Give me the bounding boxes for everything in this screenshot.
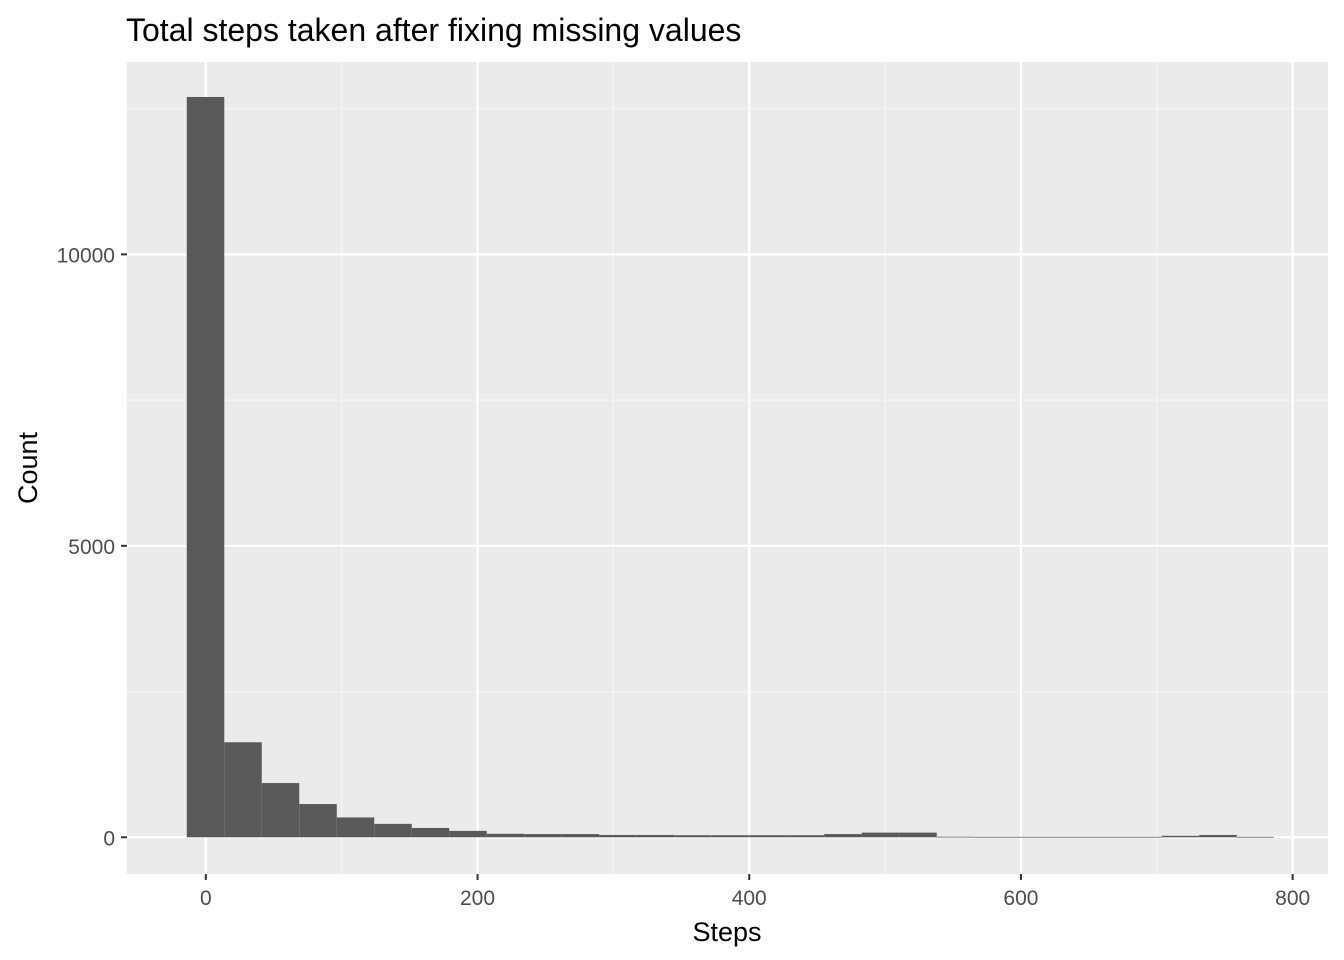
histogram-bar <box>224 742 262 838</box>
histogram-bar <box>1049 836 1087 838</box>
x-tick-label: 0 <box>200 887 212 910</box>
chart-title: Total steps taken after fixing missing v… <box>126 12 741 48</box>
histogram-bar <box>1199 834 1237 838</box>
x-tick-label: 400 <box>732 887 767 910</box>
histogram-bar <box>599 834 637 838</box>
histogram-bar <box>824 834 862 838</box>
minor-gridlines <box>127 62 1328 874</box>
histogram-bar <box>336 817 375 838</box>
histogram-bar <box>411 827 450 838</box>
y-axis-title: Count <box>13 431 43 504</box>
histogram-bar <box>1161 835 1200 838</box>
histogram-bar <box>1086 836 1125 838</box>
y-tick-label: 10000 <box>57 244 115 267</box>
histogram-bar <box>711 835 750 838</box>
histogram-bar <box>261 783 300 838</box>
tick-labels: 0 200 400 600 800 0 5000 10000 <box>57 244 1311 910</box>
x-tick-label: 800 <box>1275 887 1310 910</box>
histogram-bar <box>1236 836 1275 838</box>
histogram-bar <box>749 835 787 838</box>
histogram-bar <box>674 835 712 838</box>
histogram-bar <box>936 836 975 838</box>
histogram-bar <box>374 823 412 838</box>
histogram-bar <box>899 832 937 838</box>
y-tick-label: 0 <box>103 827 115 850</box>
histogram-bar <box>561 834 600 838</box>
histogram-bar <box>449 830 487 838</box>
histogram-bar <box>636 834 675 838</box>
histogram-bar <box>1011 836 1050 838</box>
histogram-bar <box>524 834 562 838</box>
x-tick-label: 600 <box>1003 887 1038 910</box>
histogram-bar <box>861 832 900 838</box>
histogram-bar <box>786 835 825 838</box>
histogram-bar <box>486 833 525 838</box>
x-tick-label: 200 <box>460 887 495 910</box>
histogram-bars <box>186 96 1275 838</box>
y-tick-label: 5000 <box>68 536 115 559</box>
histogram-bar <box>1124 836 1162 838</box>
histogram-bar <box>299 804 337 838</box>
axis-ticks <box>121 253 1294 880</box>
x-axis-title: Steps <box>692 917 761 947</box>
histogram-bar <box>974 836 1012 838</box>
panel-background <box>127 62 1328 874</box>
histogram-bar <box>186 96 225 838</box>
